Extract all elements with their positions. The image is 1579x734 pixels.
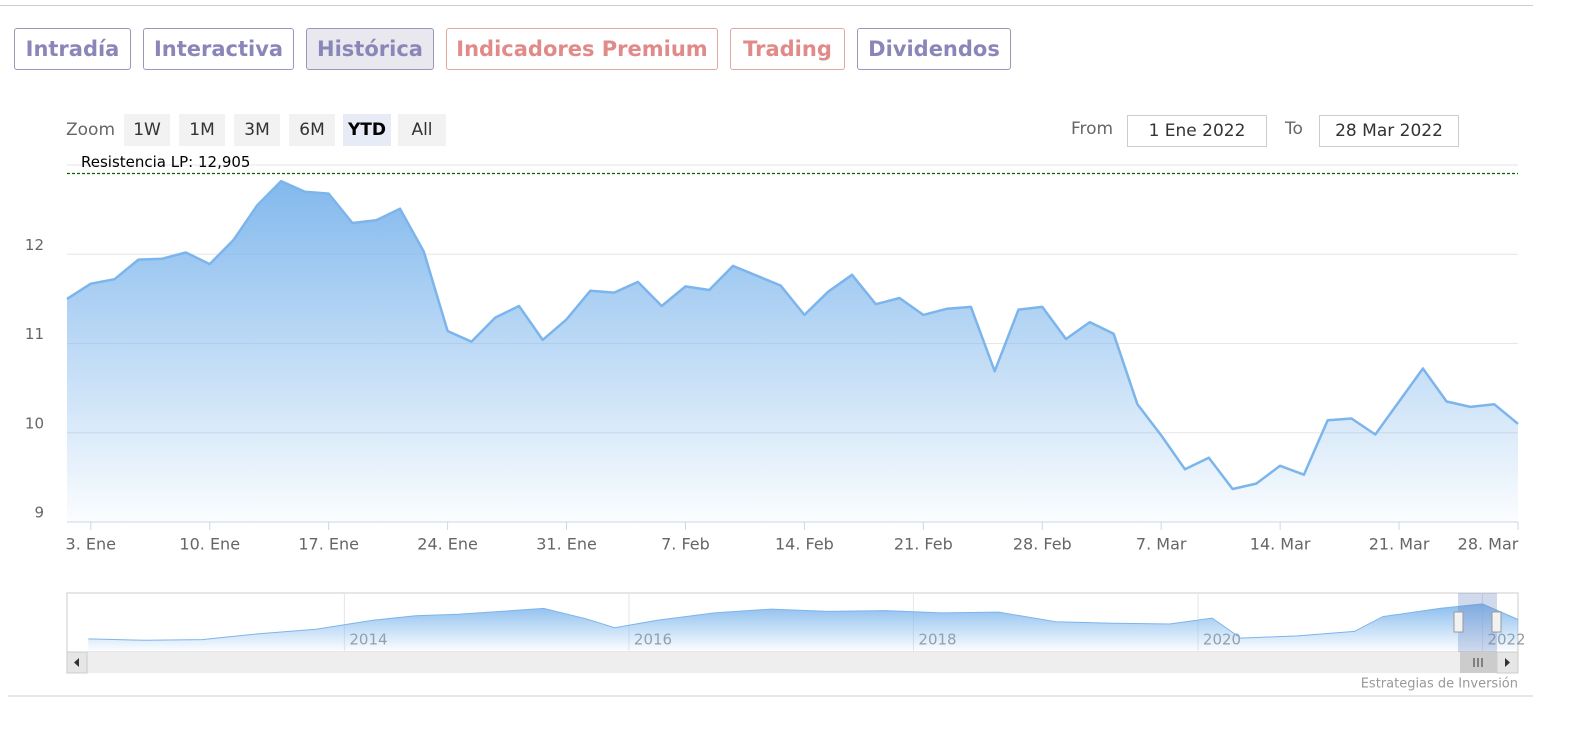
navigator-mask: [1458, 593, 1497, 652]
zoom-button[interactable]: All: [398, 114, 446, 146]
tab[interactable]: Indicadores Premium: [446, 28, 718, 70]
zoom-button[interactable]: YTD: [343, 114, 391, 146]
x-tick-label: 31. Ene: [536, 535, 597, 554]
from-label: From: [1071, 119, 1114, 139]
top-rule: [0, 5, 1533, 6]
zoom-button[interactable]: 1M: [179, 114, 225, 146]
navigator-handle[interactable]: [1453, 611, 1464, 633]
scrollbar[interactable]: [67, 652, 1518, 673]
x-tick-label: 21. Mar: [1369, 535, 1430, 554]
x-tick-label: 10. Ene: [179, 535, 240, 554]
x-tick-label: 21. Feb: [894, 535, 953, 554]
zoom-button[interactable]: 1W: [124, 114, 170, 146]
x-tick-label: 7. Feb: [661, 535, 710, 554]
x-tick-label: 14. Feb: [775, 535, 834, 554]
line: [66, 179, 1519, 491]
x-tick-label: 14. Mar: [1250, 535, 1311, 554]
zoom-button[interactable]: 6M: [289, 114, 335, 146]
x-tick-label: 24. Ene: [417, 535, 478, 554]
zoom-label: Zoom: [66, 120, 116, 140]
tab[interactable]: Histórica: [306, 28, 434, 70]
arrow-right: [1505, 658, 1510, 667]
x-tick-label: 28. Feb: [1013, 535, 1072, 554]
tab[interactable]: Dividendos: [857, 28, 1011, 70]
x-tick-label: 3. Ene: [66, 535, 116, 554]
to-input[interactable]: 28 Mar 2022: [1319, 115, 1459, 147]
thumb-grip: [1473, 658, 1483, 667]
resistance-label: Resistencia LP: 12,905: [81, 153, 250, 171]
navigator-handle[interactable]: [1491, 611, 1502, 633]
y-tick-label: 9: [34, 504, 44, 522]
y-tick-label: 12: [25, 236, 44, 254]
area: [67, 181, 1518, 522]
tab[interactable]: Intradía: [14, 28, 131, 70]
navigator-area: [88, 603, 1518, 650]
x-tick-label: 28. Mar: [1458, 535, 1519, 554]
arrow-left: [74, 658, 79, 667]
navigator-line: [88, 603, 1519, 641]
to-label: To: [1285, 119, 1303, 139]
y-tick-label: 10: [25, 414, 44, 432]
from-input[interactable]: 1 Ene 2022: [1127, 115, 1267, 147]
zoom-button[interactable]: 3M: [234, 114, 280, 146]
credit: Estrategias de Inversión: [1361, 677, 1518, 692]
x-tick-label: 7. Mar: [1136, 535, 1187, 554]
tab[interactable]: Trading: [730, 28, 845, 70]
y-tick-label: 11: [25, 325, 44, 343]
tab[interactable]: Interactiva: [143, 28, 294, 70]
x-tick-label: 17. Ene: [298, 535, 359, 554]
